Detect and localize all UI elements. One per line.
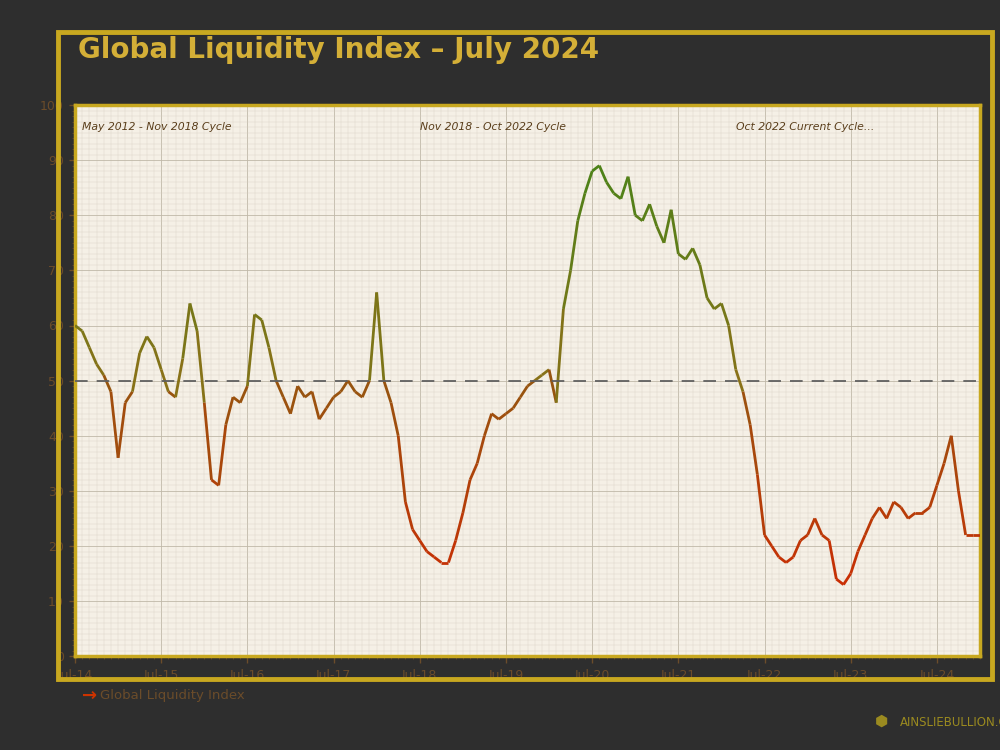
Text: Oct 2022 Current Cycle...: Oct 2022 Current Cycle... bbox=[736, 122, 874, 131]
Text: ⬢: ⬢ bbox=[875, 714, 888, 729]
Text: Global Liquidity Index: Global Liquidity Index bbox=[100, 689, 245, 703]
Text: Global Liquidity Index – July 2024: Global Liquidity Index – July 2024 bbox=[78, 36, 599, 64]
Text: AINSLIEBULLION.COM.AU: AINSLIEBULLION.COM.AU bbox=[900, 716, 1000, 729]
Text: →: → bbox=[82, 687, 97, 705]
Text: Nov 2018 - Oct 2022 Cycle: Nov 2018 - Oct 2022 Cycle bbox=[420, 122, 566, 131]
Text: May 2012 - Nov 2018 Cycle: May 2012 - Nov 2018 Cycle bbox=[82, 122, 232, 131]
